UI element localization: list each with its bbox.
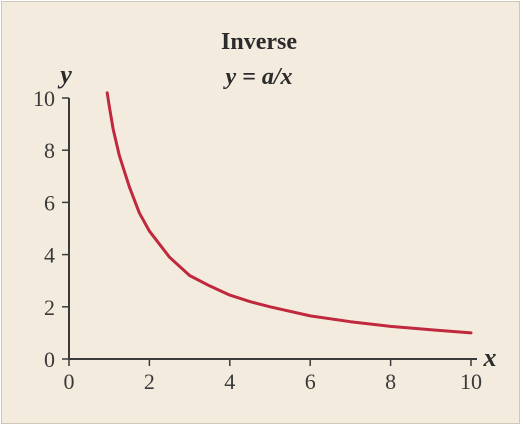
x-tick-label: 8 — [385, 369, 396, 394]
x-tick-label: 4 — [224, 369, 235, 394]
chart-title: Inverse — [221, 29, 297, 55]
ticks: 0 2 4 6 8 10 0 2 4 6 8 10 — [33, 86, 482, 394]
series-marks — [105, 91, 473, 335]
x-tick-label: 6 — [305, 369, 316, 394]
y-axis-label: y — [57, 60, 72, 89]
y-tick-label: 10 — [33, 86, 55, 111]
chart-subtitle: y = a/x — [223, 64, 293, 90]
y-tick-label: 2 — [44, 295, 55, 320]
x-axis-label: x — [483, 343, 497, 372]
axes — [68, 98, 477, 360]
y-tick-label: 6 — [44, 190, 55, 215]
x-tick-label: 10 — [460, 369, 482, 394]
x-tick-label: 0 — [64, 369, 75, 394]
y-tick-label: 8 — [44, 138, 55, 163]
x-tick-label: 2 — [144, 369, 155, 394]
y-tick-label: 0 — [44, 347, 55, 372]
series-line-0 — [105, 91, 473, 335]
y-tick-label: 4 — [44, 243, 55, 268]
